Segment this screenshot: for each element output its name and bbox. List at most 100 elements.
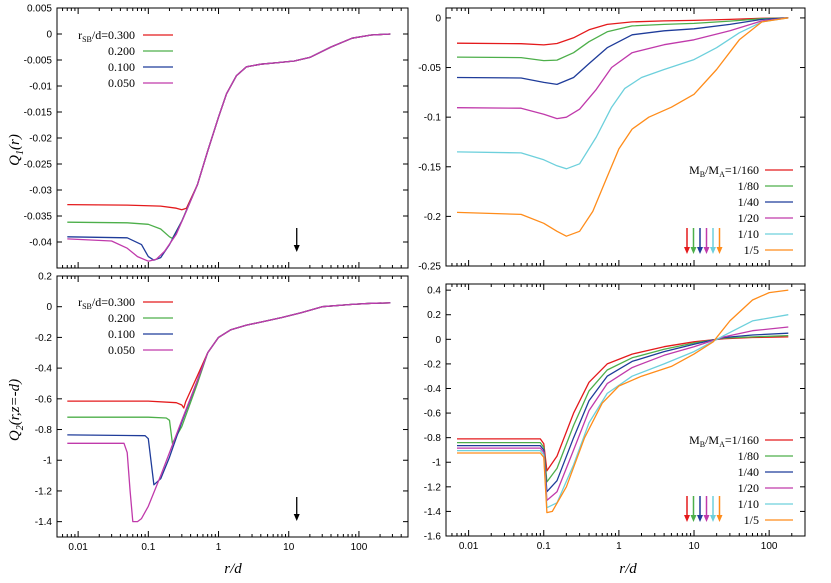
legend-label: MB/MA=1/160 — [689, 433, 759, 449]
y-tick-label: 0.4 — [427, 286, 441, 297]
legend-label: MB/MA=1/160 — [689, 163, 759, 179]
y-tick-label: 0 — [435, 13, 441, 24]
color-arrow-head — [690, 247, 697, 254]
y-tick-label: -1 — [432, 458, 441, 469]
legend-label: 1/40 — [738, 195, 759, 209]
series-line — [67, 302, 391, 523]
legend-label: 0.050 — [108, 343, 135, 357]
x-tick-label: 1 — [216, 542, 222, 553]
y-tick-label: -0.035 — [24, 212, 53, 223]
y-tick-label: -1.6 — [424, 532, 442, 543]
legend-label: 1/40 — [738, 465, 759, 479]
ylabel-q1: Q1(r) — [7, 134, 26, 166]
x-tick-label: 0.1 — [537, 541, 551, 552]
y-tick-label: -0.02 — [29, 134, 52, 145]
y-tick-label: -0.2 — [424, 359, 442, 370]
y-tick-label: -0.25 — [418, 262, 441, 273]
y-tick-label: -1.4 — [35, 517, 53, 528]
y-tick-label: 0 — [46, 30, 52, 41]
series-line — [457, 289, 789, 514]
y-tick-label: -0.03 — [29, 186, 52, 197]
x-tick-label: 100 — [351, 542, 368, 553]
legend-label: rSB/d=0.300 — [78, 295, 135, 311]
legend-label: 1/5 — [744, 513, 759, 527]
y-tick-label: 0 — [435, 335, 441, 346]
y-tick-label: -0.15 — [418, 162, 441, 173]
y-tick-label: -0.05 — [418, 63, 441, 74]
xlabel-left: r/d — [224, 561, 242, 577]
legend-label: 1/5 — [744, 243, 759, 257]
legend-label: 1/80 — [738, 449, 759, 463]
legend-label: 1/10 — [738, 227, 759, 241]
color-arrow-head — [710, 515, 716, 522]
x-tick-label: 0.01 — [68, 542, 88, 553]
plot-frame — [56, 275, 409, 538]
plot-frame — [445, 283, 806, 537]
series-line — [456, 17, 789, 46]
series-line — [456, 17, 789, 237]
color-arrow-head — [716, 247, 723, 254]
legend-label: 0.200 — [108, 311, 135, 325]
y-tick-label: -1 — [43, 456, 52, 467]
legend-label: 1/20 — [738, 481, 759, 495]
color-arrow-head — [697, 247, 703, 254]
x-tick-label: 10 — [283, 542, 295, 553]
y-tick-label: -0.4 — [424, 384, 442, 395]
series-line — [456, 17, 789, 120]
y-tick-label: -1.2 — [35, 486, 53, 497]
y-tick-label: -0.6 — [424, 409, 442, 420]
legend-label: 0.100 — [108, 327, 135, 341]
y-tick-label: -1.2 — [424, 482, 442, 493]
legend-label: 1/80 — [738, 179, 759, 193]
color-arrow-head — [684, 247, 690, 254]
y-tick-label: -0.005 — [24, 56, 53, 67]
series-line — [456, 17, 789, 170]
y-tick-label: 0.2 — [427, 310, 441, 321]
legend-label: 0.100 — [108, 60, 135, 74]
ylabel-q2: Q2(r,z=-d) — [7, 379, 26, 441]
x-tick-label: 0.1 — [141, 542, 155, 553]
arrow-head — [293, 514, 300, 521]
color-arrow-head — [690, 515, 697, 522]
color-arrow-head — [716, 515, 723, 522]
series-line — [456, 17, 789, 86]
color-arrow-head — [710, 247, 716, 254]
y-tick-label: -0.2 — [35, 333, 53, 344]
y-tick-label: 0.005 — [27, 4, 52, 15]
y-tick-label: -0.8 — [424, 433, 442, 444]
panel-bottom-left: 0.2 0 -0.2 -0.4 -0.6 -0.8 -1 -1.2 -1.4 0.01 0.1 1 10… — [35, 272, 409, 553]
xlabel-right: r/d — [619, 561, 637, 577]
x-tick-label: 1 — [616, 541, 622, 552]
y-tick-label: -0.4 — [35, 364, 53, 375]
panel-bottom-right: 0.4 0.2 0 -0.2 -0.4 -0.6 -0.8 -1 -1.2 -1.4 -1.6 0.0… — [424, 283, 806, 552]
x-tick-label: 100 — [761, 541, 778, 552]
x-tick-label: 0.01 — [459, 541, 479, 552]
color-arrow-head — [684, 515, 690, 522]
y-tick-label: 0.2 — [38, 272, 52, 283]
y-tick-label: -0.04 — [29, 238, 52, 249]
y-tick-label: -0.8 — [35, 425, 53, 436]
legend-label: 1/10 — [738, 497, 759, 511]
series-line — [67, 33, 391, 262]
panel-top-left: 0.005 0 -0.005 -0.01 -0.015 -0.02 -0.025 -0.03 -… — [24, 4, 409, 269]
legend-label: 0.050 — [108, 76, 135, 90]
y-tick-label: 0 — [46, 302, 52, 313]
y-tick-label: -0.6 — [35, 394, 53, 405]
legend-label: rSB/d=0.300 — [78, 28, 135, 44]
x-tick-label: 10 — [688, 541, 700, 552]
y-tick-label: -0.01 — [29, 82, 52, 93]
color-arrow-head — [703, 515, 710, 522]
series-line — [456, 17, 789, 62]
legend-label: 0.200 — [108, 44, 135, 58]
plot-frame — [445, 7, 806, 267]
color-arrow-head — [703, 247, 710, 254]
y-tick-label: -0.025 — [24, 160, 53, 171]
legend-label: 1/20 — [738, 211, 759, 225]
y-tick-label: -0.1 — [424, 113, 442, 124]
y-tick-label: -1.4 — [424, 507, 442, 518]
y-tick-label: -0.2 — [424, 212, 442, 223]
arrow-head — [293, 245, 300, 252]
color-arrow-head — [697, 515, 703, 522]
